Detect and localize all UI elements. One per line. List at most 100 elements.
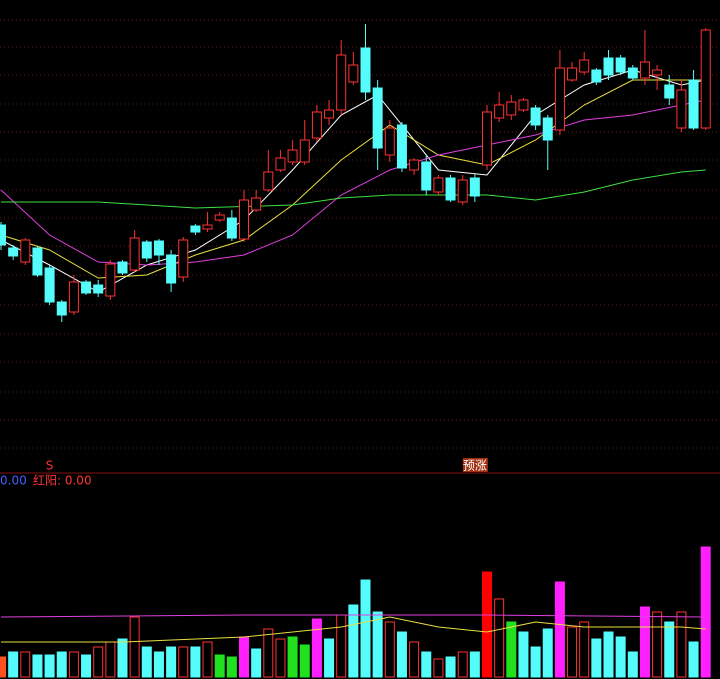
candle-body — [348, 64, 359, 83]
candle-body — [263, 171, 274, 191]
volume-bar — [311, 618, 322, 678]
volume-bar — [409, 641, 420, 678]
candle-body — [214, 214, 225, 221]
volume-label: 0.00 — [0, 474, 27, 488]
volume-bar — [105, 641, 116, 678]
volume-bar — [700, 546, 711, 678]
volume-bar — [348, 604, 359, 678]
candle-body — [44, 267, 55, 303]
volume-bar — [251, 648, 262, 678]
volume-bar — [506, 621, 517, 678]
candle-body — [20, 239, 31, 263]
volume-bar — [567, 626, 578, 678]
volume-bar — [263, 628, 274, 678]
annotation-box — [462, 458, 488, 472]
volume-ma-line — [0, 614, 706, 618]
candle-body — [421, 161, 432, 191]
volume-bar — [615, 636, 626, 678]
candle-body — [542, 117, 553, 141]
volume-bar — [591, 638, 602, 678]
volume-bar — [129, 616, 140, 678]
annotation: 预涨 — [463, 458, 487, 473]
candle-body — [8, 247, 19, 257]
volume-bar — [178, 646, 189, 678]
volume-bar — [457, 651, 468, 678]
candle-body — [141, 241, 152, 259]
candle-body — [652, 69, 663, 76]
volume-bar — [214, 654, 225, 678]
candle-body — [32, 247, 43, 276]
candle-body — [384, 127, 395, 156]
candle-body — [336, 54, 347, 111]
candle-body — [251, 197, 262, 211]
candle-body — [178, 239, 189, 278]
volume-bar — [226, 656, 237, 678]
candle-body — [396, 124, 407, 169]
candle-body — [153, 240, 164, 256]
volume-bar — [141, 646, 152, 678]
candle-body — [117, 261, 128, 274]
volume-bar — [360, 579, 371, 678]
candle-body — [190, 225, 201, 233]
volume-bar — [445, 656, 456, 678]
candle-body — [445, 177, 456, 201]
candle-body — [518, 99, 529, 111]
candle-body — [299, 139, 310, 163]
candle-body — [81, 281, 92, 294]
volume-bar — [275, 638, 286, 678]
volume-bar — [153, 651, 164, 678]
volume-bar — [639, 606, 650, 678]
candle-body — [603, 57, 614, 76]
candle-body — [202, 224, 213, 230]
candle-body — [275, 157, 286, 171]
candle-body — [567, 67, 578, 81]
volume-bar — [603, 631, 614, 678]
candle-body — [627, 67, 638, 79]
volume-label: 红阳: 0.00 — [33, 473, 92, 488]
volume-bar — [166, 646, 177, 678]
volume-bar — [494, 598, 505, 678]
candle-body — [166, 254, 177, 284]
volume-bar — [117, 638, 128, 678]
candle-body — [469, 177, 480, 197]
candle-body — [676, 89, 687, 129]
volume-bar — [518, 631, 529, 678]
candle-body — [105, 263, 116, 297]
volume-bar — [384, 621, 395, 678]
candle-body — [239, 199, 249, 240]
volume-bar — [652, 611, 663, 678]
candle-body — [56, 301, 67, 316]
volume-bar — [421, 651, 432, 678]
candle-body — [68, 281, 79, 313]
volume-bar — [433, 658, 444, 678]
volume-bar — [530, 646, 541, 678]
candle-body — [591, 69, 602, 83]
candle-body — [554, 67, 565, 131]
volume-bar — [239, 636, 249, 678]
candle-body — [0, 224, 6, 246]
volume-bar — [396, 631, 407, 678]
volume-bar — [8, 651, 19, 678]
volume-bar — [542, 628, 553, 678]
candle-body — [664, 84, 675, 99]
volume-bar — [676, 611, 687, 678]
candle-body — [226, 217, 237, 239]
candle-body — [579, 59, 590, 73]
candle-body — [457, 179, 468, 203]
volume-bar — [32, 654, 43, 678]
volume-bar — [68, 651, 79, 678]
volume-bar — [554, 581, 565, 678]
volume-bar — [56, 651, 67, 678]
candle-body — [688, 79, 699, 129]
candle-body — [700, 29, 711, 129]
volume-bar — [299, 644, 310, 678]
candle-body — [506, 101, 517, 116]
candle-body — [287, 149, 298, 163]
candle-body — [129, 237, 140, 271]
candle-body — [482, 111, 492, 166]
candle-body — [433, 177, 444, 193]
candle-body — [360, 47, 371, 93]
volume-bar — [688, 641, 699, 678]
